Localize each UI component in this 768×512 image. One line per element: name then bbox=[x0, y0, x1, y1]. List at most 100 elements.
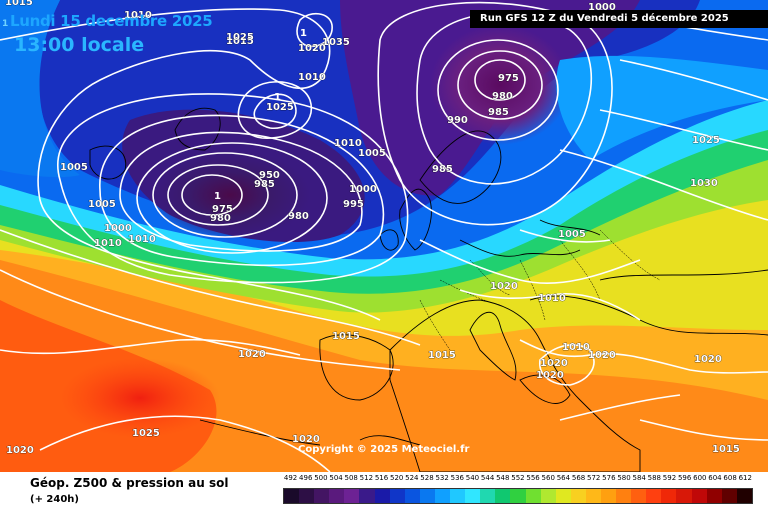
date-text: Lundi 15 decembre 2025 bbox=[9, 12, 213, 30]
color-scale-label: 584 bbox=[632, 474, 646, 482]
color-scale-label: 524 bbox=[405, 474, 419, 482]
color-scale-label: 544 bbox=[480, 474, 495, 482]
color-scale-label: 552 bbox=[511, 474, 525, 482]
color-scale-label: 592 bbox=[662, 474, 677, 482]
color-scale-swatch bbox=[359, 489, 375, 503]
isobar-label: 1025 bbox=[692, 135, 720, 146]
color-scale-swatch bbox=[344, 489, 360, 503]
color-scale-swatch bbox=[600, 489, 617, 503]
color-scale-swatch bbox=[616, 489, 632, 503]
isobar-label: 1015 bbox=[332, 331, 360, 342]
legend-footer: Géop. Z500 & pression au sol (+ 240h) 49… bbox=[0, 472, 768, 512]
isobar-label: 1015 bbox=[226, 36, 254, 47]
color-scale-label: 508 bbox=[344, 474, 358, 482]
isobar-label: 980 bbox=[492, 91, 513, 102]
color-scale-swatch bbox=[480, 489, 496, 503]
forecast-time: 13:00 locale bbox=[14, 34, 145, 56]
color-scale-label: 548 bbox=[496, 474, 510, 482]
color-scale-swatch bbox=[465, 489, 481, 503]
isobar-label: 1030 bbox=[690, 178, 718, 189]
low-center-marker: 1 bbox=[274, 92, 281, 103]
color-scale-swatch bbox=[570, 489, 586, 503]
isobar-label: 1000 bbox=[104, 223, 132, 234]
color-scale-swatch bbox=[450, 489, 466, 503]
color-scale-label: 604 bbox=[708, 474, 722, 482]
isobar-label: 1025 bbox=[266, 102, 294, 113]
color-scale-swatch bbox=[540, 489, 556, 503]
legend-title: Géop. Z500 & pression au sol bbox=[30, 476, 229, 490]
color-scale-swatch bbox=[434, 489, 451, 503]
isobar-label: 1015 bbox=[428, 350, 456, 361]
color-scale-label: 588 bbox=[647, 474, 662, 482]
color-scale-label: 496 bbox=[299, 474, 313, 482]
color-scale-swatch bbox=[284, 489, 300, 503]
isobar-label: 985 bbox=[432, 164, 453, 175]
isobar-label: 1000 bbox=[349, 184, 377, 195]
isobar-label: 980 bbox=[288, 211, 309, 222]
copyright-notice: Copyright © 2025 Meteociel.fr bbox=[298, 444, 470, 455]
color-scale-label: 560 bbox=[541, 474, 555, 482]
color-scale-swatch bbox=[631, 489, 647, 503]
color-scale-swatch bbox=[706, 489, 722, 503]
color-scale-swatch bbox=[299, 489, 315, 503]
color-scale-swatch bbox=[646, 489, 662, 503]
z500-band-blue-east bbox=[556, 55, 768, 160]
isobar-label: 985 bbox=[488, 107, 509, 118]
isobar-label: 1005 bbox=[358, 148, 386, 159]
color-scale-labels: 492 496 500 504 508 512 516 520 524 528 532 536 540 5… bbox=[283, 474, 753, 486]
isobar-label: 1010 bbox=[128, 234, 156, 245]
isobar-label: 975 bbox=[212, 204, 233, 215]
low-center-markers: 1 1 1 bbox=[214, 28, 307, 202]
color-scale-label: 612 bbox=[738, 474, 752, 482]
color-scale-label: 532 bbox=[435, 474, 449, 482]
isobar-label: 1015 bbox=[5, 0, 33, 8]
color-scale-swatch bbox=[736, 489, 752, 503]
forecast-map: 1010 1015 1035 1010 1025 1020 1005 1000 … bbox=[0, 0, 768, 472]
color-scale-swatch bbox=[691, 489, 707, 503]
isobar-label: 1005 bbox=[558, 229, 586, 240]
coastlines bbox=[89, 107, 768, 472]
color-scale-label: 608 bbox=[723, 474, 737, 482]
isobar-label: 1020 bbox=[694, 354, 722, 365]
color-scale-swatch bbox=[555, 489, 571, 503]
color-scale-label: 492 bbox=[283, 474, 298, 482]
color-scale-swatch bbox=[329, 489, 345, 503]
color-scale-swatch bbox=[585, 489, 601, 503]
color-scale-swatch bbox=[419, 489, 435, 503]
isobar-label: 1020 bbox=[540, 358, 568, 369]
low-center-scandinavia bbox=[430, 25, 570, 145]
color-scale-swatch bbox=[510, 489, 526, 503]
color-scale-label: 520 bbox=[389, 474, 404, 482]
color-scale-swatch bbox=[721, 489, 737, 503]
color-scale-label: 504 bbox=[329, 474, 343, 482]
low-center-marker: 1 bbox=[214, 191, 221, 202]
isobar-label: 1010 bbox=[94, 238, 122, 249]
isobar-label: 1020 bbox=[588, 350, 616, 361]
isobar-label: 1020 bbox=[292, 434, 320, 445]
isobar-label: 1020 bbox=[238, 349, 266, 360]
isobar-label: 1010 bbox=[538, 293, 566, 304]
isobar-labels: 1010 1015 1035 1010 1025 1020 1005 1000 … bbox=[5, 0, 740, 456]
color-scale-swatch bbox=[404, 489, 420, 503]
isobar-label: 1010 bbox=[334, 138, 362, 149]
color-scale-label: 556 bbox=[526, 474, 540, 482]
model-run-banner: Run GFS 12 Z du Vendredi 5 décembre 2025 bbox=[470, 10, 768, 28]
legend-subtitle: (+ 240h) bbox=[30, 494, 79, 505]
color-scale-swatch bbox=[495, 489, 511, 503]
z500-band-yellow bbox=[0, 190, 768, 336]
isobar-label: 990 bbox=[447, 115, 468, 126]
color-scale-label: 500 bbox=[314, 474, 328, 482]
color-scale-label: 536 bbox=[450, 474, 464, 482]
isobar-label: 1025 bbox=[132, 428, 160, 439]
isobar-label: 1005 bbox=[60, 162, 88, 173]
color-scale-label: 572 bbox=[587, 474, 601, 482]
color-scale-label: 540 bbox=[465, 474, 480, 482]
color-scale-label: 596 bbox=[677, 474, 692, 482]
isobar-label: 1020 bbox=[490, 281, 518, 292]
color-scale: 492 496 500 504 508 512 516 520 524 528 532 536 540 5… bbox=[283, 474, 753, 510]
isobar-label: 1020 bbox=[298, 43, 326, 54]
isobar-label: 1010 bbox=[298, 72, 326, 83]
color-scale-swatch bbox=[389, 489, 405, 503]
forecast-date: 1 Lundi 15 decembre 2025 bbox=[2, 12, 213, 30]
